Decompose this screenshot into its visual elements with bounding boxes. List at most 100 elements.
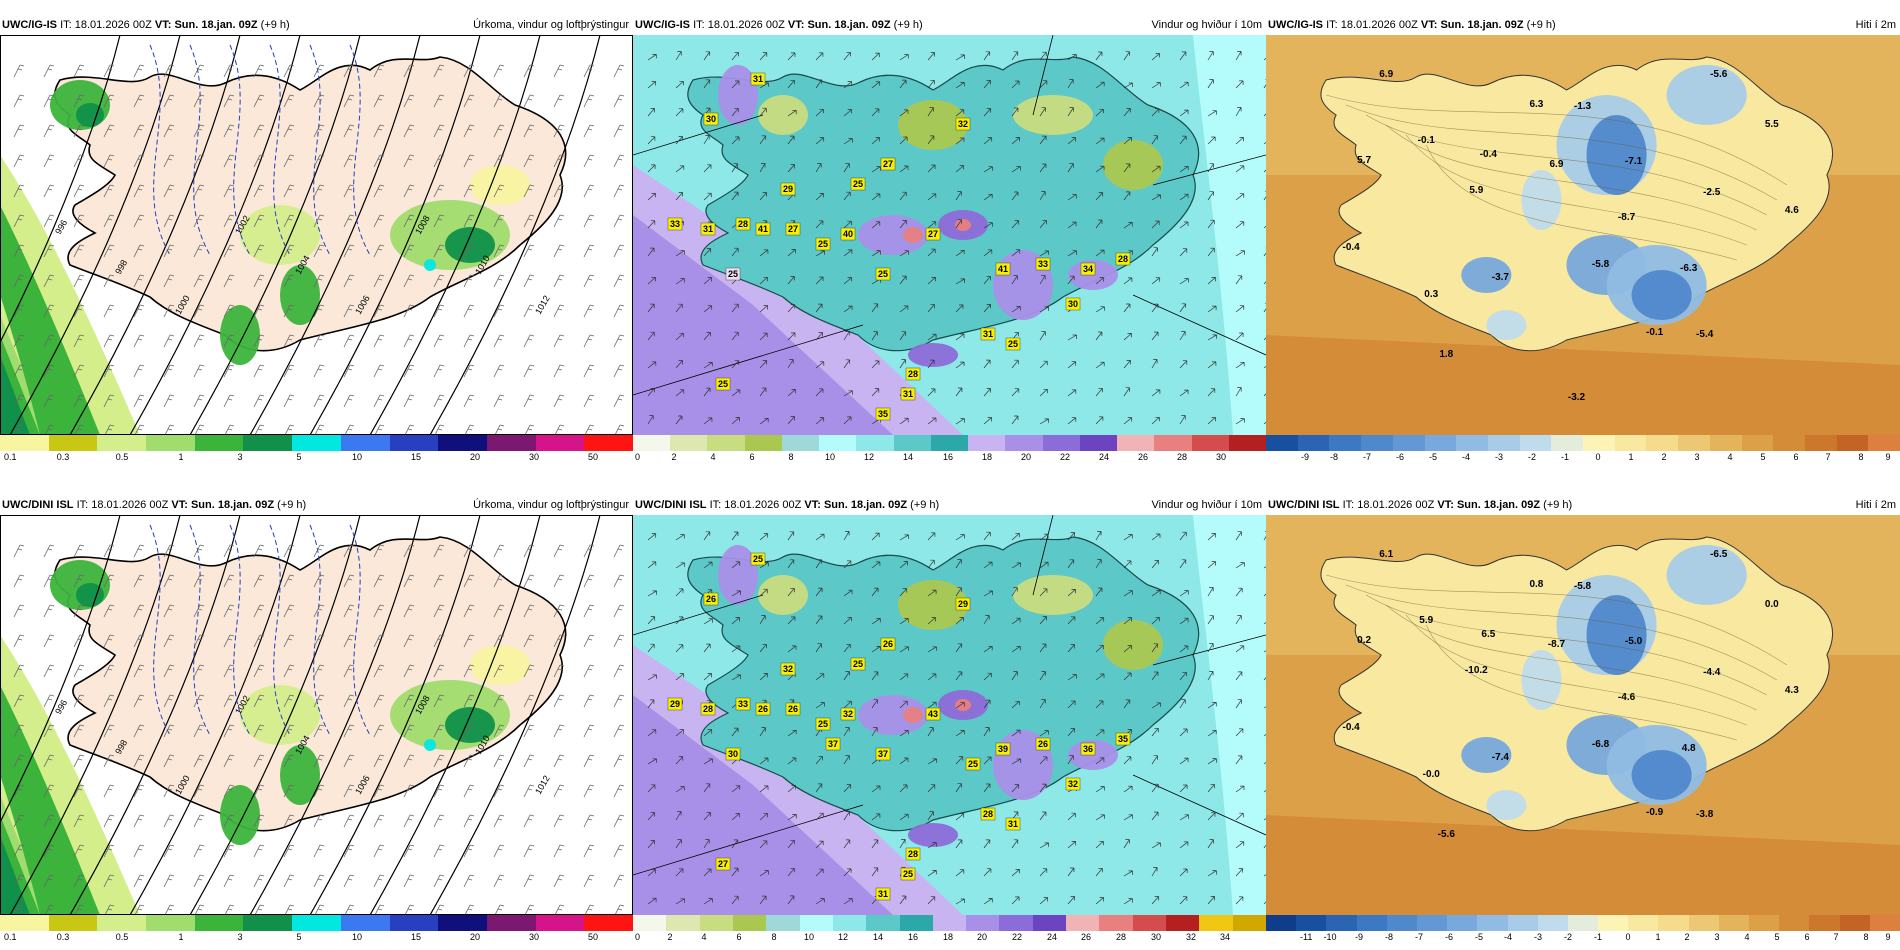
wind-arrow (1151, 389, 1161, 397)
wind-barb (493, 304, 505, 318)
wind-arrow (1207, 587, 1214, 597)
wind-arrow (647, 643, 655, 653)
wind-barb (13, 184, 25, 198)
wind-barb (163, 844, 175, 858)
wind-arrow (927, 842, 937, 849)
color-swatch (438, 915, 487, 931)
wind-barb (583, 154, 595, 168)
wind-arrow (1011, 137, 1020, 145)
color-swatch (832, 915, 867, 931)
wind-barb (343, 634, 355, 648)
color-scale-ticks: 0 2 4 6 8 10 12 14 16 18 20 22 24 26 28 30 32 34 (633, 931, 1266, 945)
wind-arrow (731, 895, 739, 905)
panel-title: Hiti í 2m (1855, 19, 1896, 31)
wind-arrow (1011, 107, 1019, 117)
gust-label-box (755, 222, 771, 236)
wind-arrow (731, 51, 739, 61)
temperature-area (1631, 270, 1692, 320)
wind-arrow (703, 135, 710, 145)
temperature-area (1631, 750, 1692, 800)
color-swatch (1266, 435, 1298, 451)
wind-barb (73, 574, 85, 588)
wind-barb (283, 124, 295, 138)
color-swatch (781, 435, 820, 451)
wind-barb (193, 304, 205, 318)
wind-barb (283, 604, 295, 618)
isobar-line (189, 515, 361, 915)
wind-barb (613, 754, 625, 768)
wind-arrow (955, 756, 964, 765)
color-swatch (1551, 435, 1584, 451)
wind-barb (163, 154, 175, 168)
wind-barb (223, 754, 235, 768)
wind-barb (13, 874, 25, 888)
wind-barb (433, 844, 445, 858)
gust-value: 25 (853, 179, 863, 189)
gust-value: 37 (828, 739, 838, 749)
wind-barb (73, 754, 85, 768)
wind-barb (463, 694, 475, 708)
precip-band (0, 685, 100, 915)
wind-arrow (1151, 783, 1159, 793)
wind-arrow (1011, 896, 1020, 905)
gust-label-box (955, 597, 971, 611)
wind-arrow (815, 840, 824, 849)
precip-band (0, 835, 30, 915)
wind-barb (283, 304, 295, 318)
wind-arrow (1179, 868, 1188, 877)
scale-tick-label: 2 (671, 452, 677, 462)
scale-tick-label: 15 (410, 452, 422, 462)
wind-arrow (1011, 220, 1020, 229)
wind-barb (223, 604, 235, 618)
wind-arrow (927, 79, 935, 89)
color-swatch (146, 435, 195, 451)
wind-barb (44, 904, 55, 915)
wind-barb (223, 724, 235, 738)
wind-barb (103, 274, 115, 288)
gust-value: 25 (968, 759, 978, 769)
temperature-value: 6.9 (1379, 69, 1393, 80)
wind-arrow (899, 588, 908, 597)
panel-header: UWC/DINI ISL IT: 18.01.2026 00Z VT: Sun.… (0, 495, 633, 515)
color-swatch (1199, 915, 1233, 931)
wind-arrow (787, 135, 795, 145)
wind-barb (313, 274, 325, 288)
color-swatch (1839, 915, 1870, 931)
wind-barb (193, 394, 205, 408)
wind-arrow (1179, 699, 1186, 709)
gust-label-box (925, 707, 941, 721)
wind-arrow (1123, 417, 1133, 425)
color-swatch (1709, 435, 1742, 451)
wind-barb (193, 874, 205, 888)
wind-arrow (815, 533, 825, 541)
wind-arrow (815, 250, 825, 257)
wind-barb (523, 64, 535, 78)
isotherm-line (1385, 124, 1757, 231)
wind-barb (43, 154, 55, 168)
wind-arrow (1011, 869, 1020, 877)
wind-barb (373, 274, 385, 288)
gust-label-box (850, 177, 866, 191)
wind-arrow (647, 869, 656, 877)
precip-area (220, 305, 260, 365)
wind-arrow (1151, 702, 1161, 709)
wind-barb (463, 874, 475, 888)
wind-barb (43, 334, 55, 348)
temperature-value: -0.4 (1480, 149, 1498, 160)
wind-arrow (983, 783, 991, 793)
wind-arrow (899, 646, 909, 653)
wind-arrow (731, 674, 741, 681)
wind-arrow (815, 388, 824, 397)
wind-barb (403, 214, 415, 228)
scale-tick-label: 0 (1595, 452, 1601, 462)
isobar-line (249, 35, 421, 435)
precip-area (240, 205, 320, 265)
wind-arrow (899, 79, 907, 89)
isobar-line (69, 515, 241, 915)
wind-arrow (675, 278, 685, 285)
wind-barb (493, 634, 505, 648)
color-scale-ticks: 0.1 0.3 0.5 1 3 5 10 15 20 30 50 (0, 931, 633, 945)
isotherm-line (1425, 144, 1737, 261)
wind-barb (163, 364, 175, 378)
wind-arrow (1123, 699, 1131, 709)
